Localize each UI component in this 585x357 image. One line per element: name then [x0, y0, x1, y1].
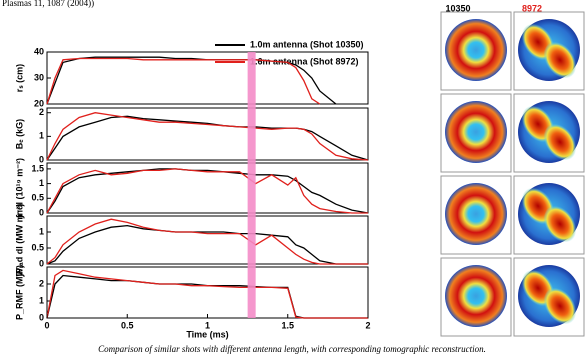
series-line — [47, 270, 368, 318]
y-tick-label: 40 — [34, 46, 44, 56]
ring-image — [445, 19, 507, 81]
series-line — [47, 276, 368, 319]
ring-image — [445, 101, 507, 163]
y-tick-label: 1 — [39, 178, 44, 188]
x-tick-label: 2 — [365, 320, 370, 330]
highlight-band — [248, 52, 256, 318]
series-line — [47, 226, 368, 264]
tomography-images: 10350 8972 — [441, 3, 584, 336]
series-line — [47, 57, 336, 104]
header-text: Plasmas 11, 1087 (2004)) — [2, 0, 94, 8]
y-axis-label: rₛ (cm) — [14, 64, 24, 92]
y-tick-label: 1 — [39, 131, 44, 141]
x-tick-label: 0.5 — [121, 320, 134, 330]
ring-image — [445, 183, 507, 245]
y-tick-label: 30 — [34, 72, 44, 82]
y-tick-label: 1 — [39, 226, 44, 236]
x-tick-label: 0 — [44, 320, 49, 330]
legend-label: 1.0m antenna (Shot 10350) — [250, 39, 364, 49]
x-axis-label: Time (ms) — [186, 329, 228, 339]
x-tick-label: 1.5 — [281, 320, 294, 330]
y-axis-label: Bₑ (kG) — [14, 119, 24, 149]
series-line — [47, 219, 368, 264]
panel-frame — [47, 108, 368, 160]
series-line — [47, 169, 368, 213]
y-tick-label: 2 — [39, 278, 44, 288]
caption: Comparison of similar shots with differe… — [98, 344, 486, 354]
ring-image — [445, 265, 507, 327]
y-tick-label: 1 — [39, 295, 44, 305]
panel-frame — [47, 216, 368, 264]
figure: Plasmas 11, 1087 (2004)) 10350 8972 Comp… — [0, 0, 585, 357]
y-tick-label: 0.5 — [31, 193, 44, 203]
y-axis-label: P_RMF (MW) — [14, 265, 24, 320]
panel-frame — [47, 267, 368, 318]
y-tick-label: 1.5 — [31, 163, 44, 173]
series-line — [47, 169, 368, 213]
y-tick-label: 0 — [39, 207, 44, 217]
y-tick-label: 0 — [39, 312, 44, 322]
series-line — [47, 116, 368, 160]
y-tick-label: 0 — [39, 258, 44, 268]
y-tick-label: 0.5 — [31, 242, 44, 252]
legend-label: 1.6m antenna (Shot 8972) — [250, 56, 359, 66]
y-tick-label: 2 — [39, 107, 44, 117]
